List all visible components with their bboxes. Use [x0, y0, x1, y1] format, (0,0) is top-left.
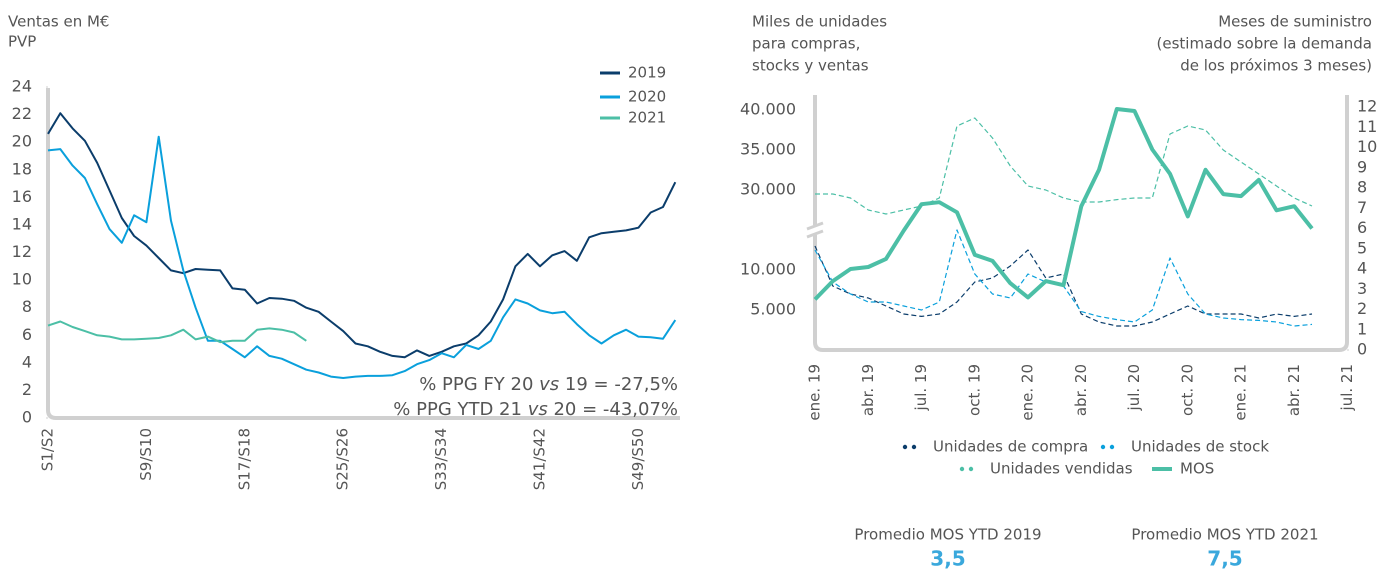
x-tick-label: jul. 19 — [912, 364, 930, 411]
legend-label: 2020 — [628, 88, 666, 106]
y2-tick-label: 10 — [1357, 137, 1377, 156]
legend-marker — [1109, 444, 1115, 450]
y-tick-label: 14 — [12, 214, 32, 233]
y2-tick-label: 8 — [1357, 178, 1367, 197]
series-line — [815, 117, 1313, 215]
x-tick-label: S1/S2 — [39, 428, 57, 471]
x-tick-label: S9/S10 — [137, 428, 155, 481]
y2-tick-label: 1 — [1357, 319, 1367, 338]
y-tick-label: 18 — [12, 159, 32, 178]
y-tick-label: 24 — [12, 77, 32, 96]
series-line — [47, 135, 677, 379]
x-tick-label: jul. 21 — [1338, 364, 1356, 411]
axis-title: (estimado sobre la demanda — [1157, 35, 1372, 53]
axis-title: stocks y ventas — [752, 57, 869, 75]
axis-break — [806, 229, 824, 239]
annotation: % PPG YTD 21 vs 20 = -43,07% — [393, 399, 678, 420]
y2-tick-label: 6 — [1357, 218, 1367, 237]
legend-marker — [1100, 444, 1106, 450]
axis-title: PVP — [8, 33, 36, 51]
legend-label: Unidades de compra — [933, 438, 1088, 456]
series-line — [47, 112, 677, 359]
y-tick-label: 16 — [12, 187, 32, 206]
axis-title: Ventas en M€ — [8, 13, 109, 31]
axis-break — [806, 221, 824, 231]
legend-label: Unidades vendidas — [990, 460, 1133, 478]
y2-tick-label: 9 — [1357, 157, 1367, 176]
legend-marker — [968, 466, 974, 472]
stat-label: Promedio MOS YTD 2019 — [854, 526, 1041, 544]
y-tick-label: 10.000 — [740, 260, 796, 279]
y-tick-label: 4 — [22, 352, 32, 371]
annotation-part: % PPG YTD 21 — [393, 399, 527, 420]
x-tick-label: ene. 20 — [1019, 364, 1037, 421]
y-tick-label: 20 — [12, 132, 32, 151]
legend-label: MOS — [1180, 460, 1214, 478]
stat-value: 3,5 — [930, 547, 965, 569]
y-tick-label: 30.000 — [740, 180, 796, 199]
legend-label: 2019 — [628, 64, 666, 82]
legend-marker — [959, 466, 965, 472]
axis-break — [807, 225, 823, 235]
annotation-part: % PPG FY 20 — [419, 374, 539, 395]
x-tick-label: abr. 21 — [1285, 364, 1303, 416]
y-tick-label: 8 — [22, 297, 32, 316]
y-tick-label: 35.000 — [740, 140, 796, 159]
y-tick-label: 12 — [12, 242, 32, 261]
x-tick-label: S41/S42 — [531, 428, 549, 490]
axis-title: Meses de suministro — [1218, 13, 1372, 31]
axis-title: Miles de unidades — [752, 13, 887, 31]
legend-label: 2021 — [628, 109, 666, 127]
x-tick-label: S33/S34 — [432, 428, 450, 490]
y-tick-label: 5.000 — [750, 300, 796, 319]
y2-tick-label: 0 — [1357, 340, 1367, 359]
axis-frame — [813, 95, 1349, 352]
x-tick-label: jul. 20 — [1125, 364, 1143, 411]
x-tick-label: oct. 19 — [965, 364, 983, 416]
stat-label: Promedio MOS YTD 2021 — [1131, 526, 1318, 544]
y-tick-label: 10 — [12, 270, 32, 289]
x-tick-label: abr. 19 — [859, 364, 877, 416]
annotation-part: vs — [539, 374, 559, 395]
y2-tick-label: 2 — [1357, 299, 1367, 318]
x-tick-label: S17/S18 — [235, 428, 253, 490]
y-tick-label: 2 — [22, 380, 32, 399]
stat-value: 7,5 — [1207, 547, 1242, 569]
y-tick-label: 40.000 — [740, 100, 796, 119]
annotation: % PPG FY 20 vs 19 = -27,5% — [419, 374, 678, 395]
x-tick-label: S49/S50 — [629, 428, 647, 490]
x-tick-label: ene. 19 — [806, 364, 824, 421]
axis-frame — [46, 88, 680, 420]
legend-marker — [902, 444, 908, 450]
y2-tick-label: 12 — [1357, 97, 1377, 116]
legend-label: Unidades de stock — [1131, 438, 1269, 456]
y2-tick-label: 11 — [1357, 117, 1377, 136]
axis-title: para compras, — [752, 35, 860, 53]
y2-tick-label: 7 — [1357, 198, 1367, 217]
legend-marker — [911, 444, 917, 450]
annotation-part: vs — [528, 399, 548, 420]
x-tick-label: ene. 21 — [1232, 364, 1250, 421]
series-line — [813, 107, 1314, 301]
y2-tick-label: 3 — [1357, 279, 1367, 298]
series-line — [814, 245, 1313, 327]
x-tick-label: S25/S26 — [334, 428, 352, 490]
y-tick-label: 22 — [12, 104, 32, 123]
x-tick-label: oct. 20 — [1178, 364, 1196, 416]
y-tick-label: 0 — [22, 408, 32, 427]
y2-tick-label: 5 — [1357, 238, 1367, 257]
series-line — [47, 320, 307, 344]
x-tick-label: abr. 20 — [1072, 364, 1090, 416]
axis-title: de los próximos 3 meses) — [1180, 57, 1372, 75]
y-tick-label: 6 — [22, 325, 32, 344]
annotation-part: 20 = -43,07% — [548, 399, 678, 420]
y2-tick-label: 4 — [1357, 259, 1367, 278]
annotation-part: 19 = -27,5% — [559, 374, 678, 395]
